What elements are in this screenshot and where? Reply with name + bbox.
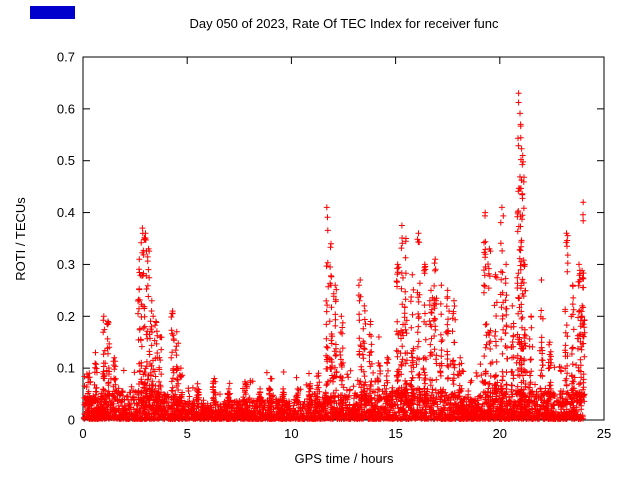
tick-label: 25 bbox=[597, 426, 611, 441]
tick-label: 0.5 bbox=[57, 153, 75, 168]
tick-label: 0.6 bbox=[57, 101, 75, 116]
tick-label: 0.3 bbox=[57, 257, 75, 272]
tick-label: 0 bbox=[68, 413, 75, 428]
tick-label: 5 bbox=[184, 426, 191, 441]
chart-title: Day 050 of 2023, Rate Of TEC Index for r… bbox=[189, 16, 499, 31]
corner-logo bbox=[30, 6, 75, 19]
roti-series-markers bbox=[80, 90, 588, 422]
tick-label: 0.4 bbox=[57, 205, 75, 220]
tick-label: 20 bbox=[493, 426, 507, 441]
tick-label: 0.7 bbox=[57, 50, 75, 65]
y-axis-label: ROTI / TECUs bbox=[13, 197, 28, 281]
tick-label: 0 bbox=[79, 426, 86, 441]
tick-label: 10 bbox=[284, 426, 298, 441]
scatter-points bbox=[80, 90, 588, 422]
x-axis-tick-labels: 0 5 10 15 20 25 bbox=[79, 426, 611, 441]
tick-label: 0.2 bbox=[57, 309, 75, 324]
y-axis-tick-labels: 0 0.1 0.2 0.3 0.4 0.5 0.6 0.7 bbox=[57, 50, 75, 428]
tick-label: 15 bbox=[388, 426, 402, 441]
tick-label: 0.1 bbox=[57, 361, 75, 376]
x-axis-label: GPS time / hours bbox=[295, 451, 394, 466]
